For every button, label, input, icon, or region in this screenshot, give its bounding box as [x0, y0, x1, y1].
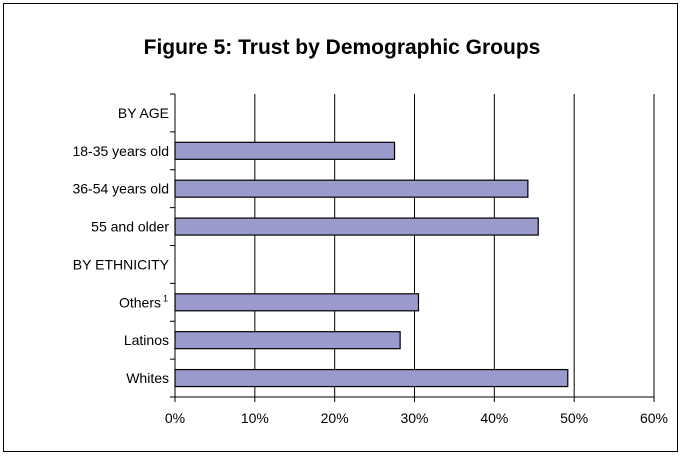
footnote-marker: 1 — [163, 293, 168, 303]
bar-layer — [174, 141, 569, 388]
category-label: 36-54 years old — [72, 181, 169, 197]
bar — [174, 217, 539, 236]
category-label: Latinos — [124, 332, 169, 348]
category-label: 55 and older — [91, 219, 169, 235]
bar — [174, 293, 420, 312]
group-header-label: BY AGE — [118, 105, 169, 121]
category-label: 18-35 years old — [72, 143, 169, 159]
group-header-label: BY ETHNICITY — [73, 256, 170, 272]
x-tick-label: 10% — [241, 410, 269, 426]
x-tick-label: 20% — [321, 410, 349, 426]
chart-svg: Figure 5: Trust by Demographic Groups BY… — [72, 36, 668, 426]
x-tick-label: 30% — [400, 410, 428, 426]
category-label: Whites — [126, 370, 169, 386]
chart-title: Figure 5: Trust by Demographic Groups — [144, 36, 541, 59]
x-tick-labels: 0% 10% 20% 30% 40% 50% 60% — [165, 410, 668, 426]
bar — [174, 141, 396, 160]
chart-frame: Figure 5: Trust by Demographic Groups BY… — [3, 3, 678, 452]
x-tick-label: 60% — [640, 410, 668, 426]
bar — [174, 368, 569, 388]
category-labels: BY AGE 18-35 years old 36-54 years old 55 a… — [72, 105, 169, 386]
x-tick-label: 40% — [480, 410, 508, 426]
grid-lines — [170, 93, 655, 402]
x-tick-label: 50% — [560, 410, 588, 426]
bar — [174, 179, 529, 198]
category-label: Others — [119, 294, 161, 310]
bar — [174, 331, 401, 350]
x-tick-label: 0% — [165, 410, 185, 426]
